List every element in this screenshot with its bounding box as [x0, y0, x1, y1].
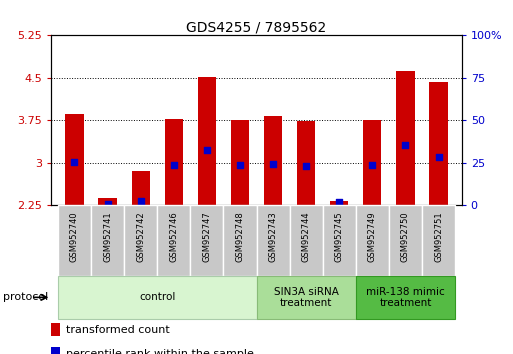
- Point: [70, 159, 78, 165]
- Bar: [330, 201, 348, 205]
- Text: SIN3A siRNA
treatment: SIN3A siRNA treatment: [274, 286, 339, 308]
- Text: GSM952740: GSM952740: [70, 211, 79, 262]
- Point: [136, 199, 145, 204]
- Text: GSM952748: GSM952748: [235, 211, 245, 262]
- Text: GSM952743: GSM952743: [268, 211, 278, 262]
- Text: GSM952750: GSM952750: [401, 211, 410, 262]
- Bar: [51, 323, 61, 336]
- Bar: [290, 205, 323, 276]
- Point: [203, 148, 211, 153]
- Text: GSM952749: GSM952749: [368, 211, 377, 262]
- Bar: [58, 205, 91, 276]
- Bar: [223, 205, 256, 276]
- Point: [104, 201, 112, 206]
- Bar: [297, 121, 315, 205]
- Point: [236, 162, 244, 167]
- Bar: [356, 205, 389, 276]
- Point: [401, 142, 409, 148]
- Bar: [256, 276, 356, 319]
- Bar: [256, 205, 290, 276]
- Text: miR-138 mimic
treatment: miR-138 mimic treatment: [366, 286, 445, 308]
- Point: [335, 200, 343, 205]
- Point: [170, 162, 178, 168]
- Bar: [157, 205, 190, 276]
- Text: GSM952742: GSM952742: [136, 211, 145, 262]
- Bar: [397, 71, 415, 205]
- Bar: [51, 347, 61, 354]
- Bar: [231, 120, 249, 205]
- Bar: [98, 198, 116, 205]
- Text: protocol: protocol: [4, 292, 49, 302]
- Text: control: control: [139, 292, 175, 302]
- Text: transformed count: transformed count: [66, 325, 169, 335]
- Text: GSM952744: GSM952744: [302, 211, 311, 262]
- Bar: [65, 114, 84, 205]
- Bar: [198, 77, 216, 205]
- Point: [435, 154, 443, 160]
- Point: [368, 162, 377, 168]
- Text: GSM952745: GSM952745: [335, 211, 344, 262]
- Text: percentile rank within the sample: percentile rank within the sample: [66, 349, 253, 354]
- Bar: [165, 119, 183, 205]
- Bar: [91, 205, 124, 276]
- Text: GSM952746: GSM952746: [169, 211, 178, 262]
- Bar: [58, 276, 256, 319]
- Bar: [124, 205, 157, 276]
- Bar: [131, 171, 150, 205]
- Bar: [429, 82, 448, 205]
- Bar: [264, 116, 282, 205]
- Bar: [363, 120, 382, 205]
- Text: GSM952741: GSM952741: [103, 211, 112, 262]
- Point: [302, 164, 310, 169]
- Text: GSM952751: GSM952751: [434, 211, 443, 262]
- Bar: [190, 205, 223, 276]
- Text: GSM952747: GSM952747: [202, 211, 211, 262]
- Bar: [356, 276, 455, 319]
- Point: [269, 161, 277, 167]
- Bar: [389, 205, 422, 276]
- Bar: [422, 205, 455, 276]
- Bar: [323, 205, 356, 276]
- Title: GDS4255 / 7895562: GDS4255 / 7895562: [186, 20, 327, 34]
